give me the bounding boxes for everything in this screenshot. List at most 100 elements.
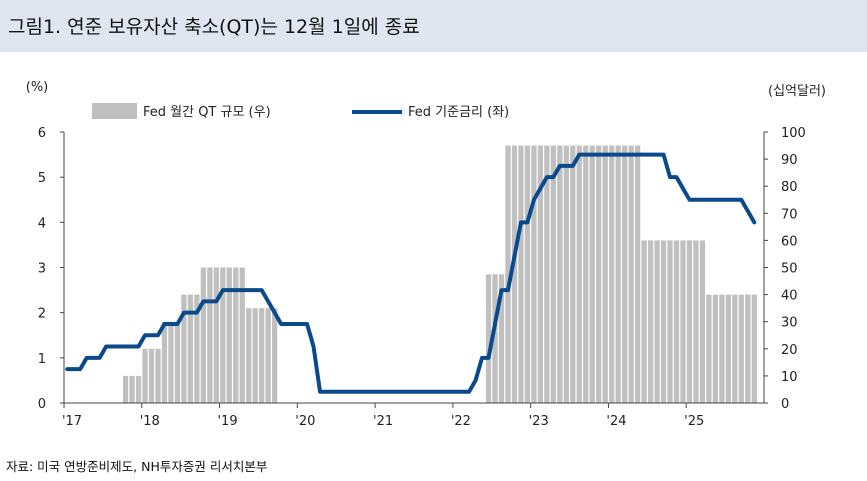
qt-bar — [673, 240, 680, 403]
legend-bar-swatch — [92, 103, 137, 119]
x-tick-label: '25 — [684, 414, 704, 429]
right-tick-label: 50 — [781, 262, 798, 277]
right-tick-label: 30 — [781, 316, 798, 331]
qt-bar — [706, 294, 712, 403]
legend-line-label: Fed 기준금리 (좌) — [408, 105, 509, 120]
qt-bar — [570, 145, 576, 404]
x-tick-label: '22 — [451, 414, 471, 429]
right-tick-label: 90 — [781, 153, 798, 168]
qt-bar — [265, 308, 271, 403]
x-tick-label: '20 — [295, 414, 315, 429]
left-tick-label: 2 — [38, 307, 46, 322]
qt-bar — [220, 267, 226, 403]
qt-bar — [719, 294, 725, 403]
qt-bar — [239, 267, 245, 403]
left-tick-label: 6 — [38, 126, 46, 141]
qt-bar — [531, 145, 537, 404]
qt-bar — [168, 321, 174, 403]
right-tick-label: 40 — [781, 289, 798, 304]
right-tick-label: 100 — [781, 126, 806, 141]
legend-bar-label: Fed 월간 QT 규모 (우) — [143, 105, 271, 120]
right-tick-label: 10 — [781, 370, 798, 385]
qt-bar — [174, 321, 181, 403]
qt-bar — [537, 145, 544, 404]
qt-bar — [660, 240, 667, 403]
qt-bar — [602, 145, 608, 404]
qt-bar — [667, 240, 673, 403]
qt-bar — [732, 294, 738, 403]
left-tick-label: 0 — [38, 397, 46, 412]
fed-rate-line — [65, 152, 757, 394]
qt-bar — [641, 240, 647, 403]
x-tick-label: '17 — [62, 414, 82, 429]
qt-bar — [751, 294, 757, 403]
x-tick-label: '18 — [140, 414, 160, 429]
qt-bar — [505, 145, 511, 404]
qt-bar — [498, 274, 505, 403]
source-note: 자료: 미국 연방준비제도, NH투자증권 리서치본부 — [6, 459, 268, 474]
qt-bar — [615, 145, 621, 404]
qt-bar — [485, 274, 492, 403]
qt-bar — [647, 240, 654, 403]
left-tick-label: 3 — [38, 262, 46, 277]
qt-bar — [576, 145, 582, 404]
qt-bar — [680, 240, 686, 403]
qt-bar — [492, 274, 498, 403]
qt-bar — [252, 308, 258, 403]
left-tick-label: 1 — [38, 352, 46, 367]
right-tick-label: 70 — [781, 207, 798, 222]
right-tick-label: 20 — [781, 343, 798, 358]
x-tick-label: '23 — [529, 414, 549, 429]
right-tick-label: 0 — [781, 397, 789, 412]
qt-bar — [142, 348, 148, 403]
left-tick-label: 5 — [38, 171, 46, 186]
qt-bar — [122, 375, 129, 403]
qt-bar — [161, 321, 168, 403]
qt-bar — [550, 145, 556, 404]
qt-bar — [634, 145, 641, 404]
qt-bar — [148, 348, 155, 403]
qt-bar — [725, 294, 731, 403]
qt-bar — [699, 240, 706, 403]
qt-bar — [200, 267, 206, 403]
qt-bar — [738, 294, 744, 403]
qt-bar — [155, 348, 161, 403]
qt-bar — [524, 145, 531, 404]
qt-bar — [233, 267, 239, 403]
qt-bar — [628, 145, 634, 404]
qt-bar — [654, 240, 660, 403]
qt-bar — [181, 294, 187, 403]
qt-bar — [226, 267, 232, 403]
qt-bar — [511, 145, 518, 404]
x-tick-label: '24 — [606, 414, 626, 429]
qt-bar — [557, 145, 563, 404]
left-tick-label: 4 — [38, 216, 46, 231]
x-tick-label: '21 — [373, 414, 393, 429]
qt-bar — [589, 145, 595, 404]
qt-bar — [686, 240, 693, 403]
qt-bar — [194, 294, 200, 403]
qt-bar — [609, 145, 615, 404]
right-tick-label: 60 — [781, 234, 798, 249]
qt-bar — [544, 145, 550, 404]
qt-bar — [518, 145, 524, 404]
figure-title: 그림1. 연준 보유자산 축소(QT)는 12월 1일에 종료 — [8, 16, 420, 38]
left-axis-unit: (%) — [26, 80, 49, 95]
qt-bar — [207, 267, 213, 403]
qt-bar — [622, 145, 628, 404]
qt-bar — [272, 308, 278, 403]
qt-bar — [259, 308, 265, 403]
right-axis-unit: (십억달러) — [768, 84, 826, 99]
qt-bar — [213, 267, 219, 403]
qt-bar — [745, 294, 751, 403]
qt-bar — [187, 294, 194, 403]
right-tick-label: 80 — [781, 180, 798, 195]
qt-bar — [563, 145, 569, 404]
qt-bar — [246, 308, 252, 403]
qt-bar — [693, 240, 699, 403]
qt-bar — [129, 375, 135, 403]
qt-bar — [135, 375, 142, 403]
qt-bar — [712, 294, 719, 403]
qt-bar — [583, 145, 589, 404]
